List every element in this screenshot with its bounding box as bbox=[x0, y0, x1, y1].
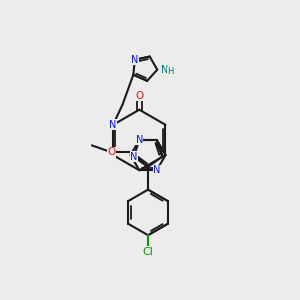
Text: N: N bbox=[131, 55, 139, 65]
Text: H: H bbox=[167, 67, 173, 76]
Text: N: N bbox=[153, 165, 160, 175]
Text: O: O bbox=[107, 147, 115, 157]
Text: N: N bbox=[161, 64, 169, 75]
Text: O: O bbox=[135, 91, 143, 101]
Text: N: N bbox=[110, 120, 117, 130]
Text: N: N bbox=[136, 135, 143, 145]
Text: Cl: Cl bbox=[142, 247, 154, 257]
Text: N: N bbox=[130, 152, 138, 162]
